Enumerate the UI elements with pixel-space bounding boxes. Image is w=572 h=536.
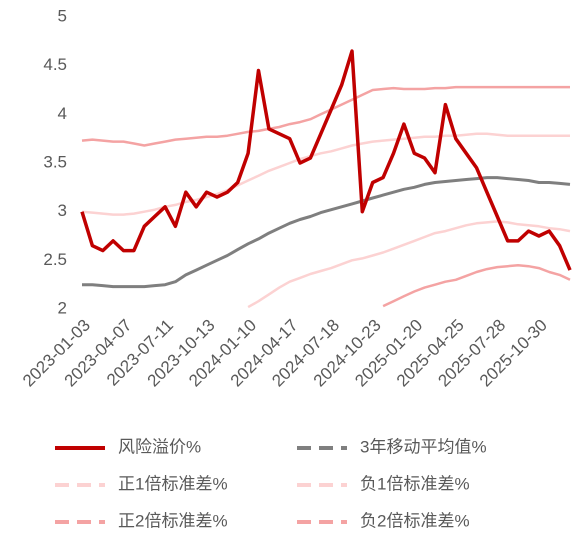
legend-label: 正1倍标准差% bbox=[118, 474, 228, 493]
legend-label: 负2倍标准差% bbox=[360, 511, 470, 530]
y-tick-label: 2.5 bbox=[43, 250, 67, 269]
y-tick-label: 5 bbox=[58, 6, 67, 25]
legend-label: 3年移动平均值% bbox=[360, 437, 487, 456]
legend-label: 风险溢价% bbox=[118, 437, 201, 456]
y-tick-label: 2 bbox=[58, 298, 67, 317]
y-tick-label: 4.5 bbox=[43, 55, 67, 74]
series-line bbox=[82, 176, 571, 289]
y-tick-label: 3 bbox=[58, 201, 67, 220]
legend-label: 负1倍标准差% bbox=[360, 474, 470, 493]
series-line bbox=[247, 220, 571, 309]
series-line bbox=[81, 132, 570, 216]
series-line bbox=[80, 49, 572, 271]
series-line bbox=[382, 263, 571, 308]
y-tick-label: 3.5 bbox=[43, 152, 67, 171]
y-tick-label: 4 bbox=[58, 104, 67, 123]
series-line bbox=[81, 85, 570, 147]
legend-label: 正2倍标准差% bbox=[118, 511, 228, 530]
